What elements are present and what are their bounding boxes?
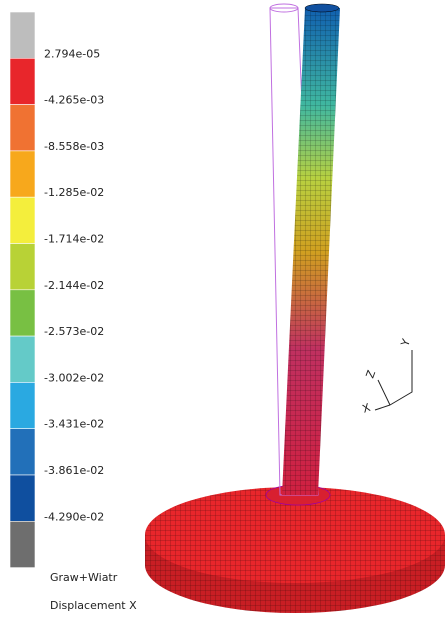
legend-swatch [10, 58, 35, 104]
triad-y: Y [398, 337, 413, 349]
legend-swatch [10, 12, 35, 58]
load-case: Graw+Wiatr [50, 571, 118, 584]
screenshot: Y Z X 2.794e-05 -4.265e-03 -8.558e-03 -1.28… [0, 0, 447, 617]
legend-label: -8.558e-03 [44, 140, 104, 153]
legend-swatch [10, 105, 35, 151]
legend-swatch [10, 197, 35, 243]
legend-label: -1.714e-02 [44, 233, 104, 246]
triad-x: X [361, 401, 373, 416]
legend-swatch [10, 382, 35, 428]
legend-swatch [10, 521, 35, 567]
legend-label: -3.431e-02 [44, 418, 104, 431]
triad-z: Z [363, 368, 378, 380]
legend-swatch [10, 429, 35, 475]
legend-swatch [10, 290, 35, 336]
axis-triad [375, 350, 412, 410]
legend-swatch [10, 475, 35, 521]
legend: 2.794e-05 -4.265e-03 -8.558e-03 -1.285e-02 -… [10, 12, 104, 568]
legend-swatch [10, 151, 35, 197]
legend-label: -2.144e-02 [44, 279, 104, 292]
legend-label: -1.285e-02 [44, 186, 104, 199]
legend-swatch [10, 336, 35, 382]
legend-label: -3.002e-02 [44, 371, 104, 384]
model [145, 4, 445, 613]
legend-label: -4.265e-03 [44, 94, 104, 107]
legend-label: -2.573e-02 [44, 325, 104, 338]
legend-swatch [10, 244, 35, 290]
legend-label: 2.794e-05 [44, 47, 100, 60]
legend-label: -3.861e-02 [44, 464, 104, 477]
legend-label: -4.290e-02 [44, 510, 104, 523]
result-type: Displacement X [50, 599, 137, 612]
